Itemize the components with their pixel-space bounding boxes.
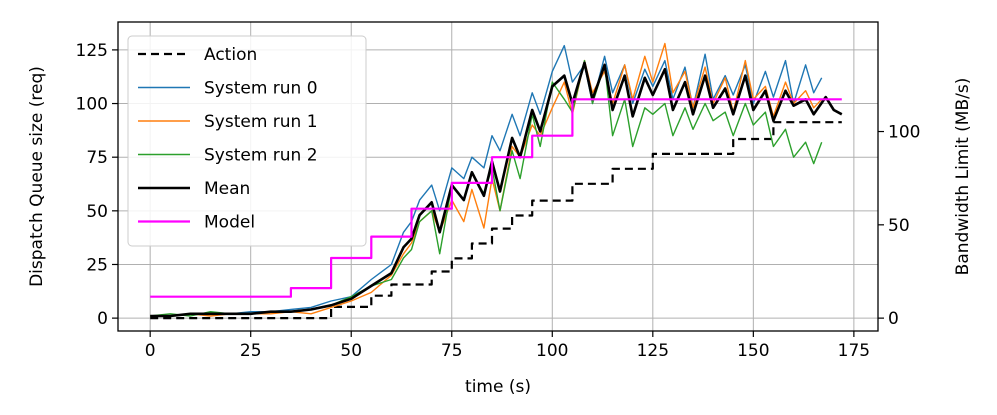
legend-label-action: Action [204,45,257,65]
x-tick-label: 150 [737,341,769,361]
series-line-system-run-0 [150,44,823,317]
legend-label-system-run-1: System run 1 [204,112,318,132]
x-axis-title: time (s) [465,377,531,397]
y-tick-label-left: 75 [86,148,108,168]
legend: Action System run 0 System run 1 System run… [127,35,367,247]
legend-label-system-run-0: System run 0 [204,79,318,99]
x-tick-label: 175 [838,341,870,361]
x-tick-label: 50 [340,341,362,361]
x-tick-label: 75 [441,341,463,361]
y-tick-label-right: 50 [888,216,910,236]
axes-frame [117,21,879,332]
x-tick-label: 125 [637,341,669,361]
legend-box [127,35,367,247]
legend-label-model: Model [204,213,255,233]
y-tick-label-left: 125 [76,41,108,61]
x-tick-label: 0 [145,341,156,361]
y-tick-label-left: 100 [76,95,108,115]
y-axis-title-right: Bandwidth Limit (MB/s) [953,78,973,276]
series-line-model [150,98,842,298]
x-axis: 0 25 50 75 100 125 150 175 [145,331,870,361]
y-axis-right: 0 50 100 [878,123,920,329]
series-line-action [150,121,842,320]
y-tick-label-left: 50 [86,202,108,222]
legend-label-mean: Mean [204,179,250,199]
y-tick-label-right: 100 [888,123,920,143]
x-tick-label: 25 [240,341,262,361]
y-tick-label-left: 25 [86,255,108,275]
y-tick-label-left: 0 [97,309,108,329]
y-axis-left: 0 25 50 75 100 125 [76,41,118,329]
x-tick-label: 100 [536,341,568,361]
plot-area [150,42,843,320]
series-line-mean [150,61,843,318]
y-tick-label-right: 0 [888,309,899,329]
y-axis-title-left: Dispatch Queue size (req) [27,66,47,287]
legend-label-system-run-2: System run 2 [204,146,318,166]
